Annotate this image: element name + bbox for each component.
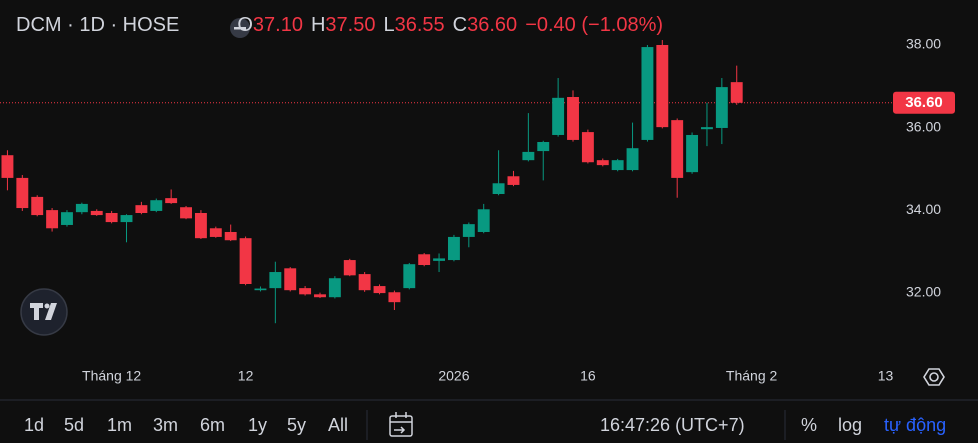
candle-body bbox=[730, 82, 743, 103]
candle-body bbox=[180, 207, 192, 219]
ohlc-label: H bbox=[310, 14, 326, 36]
candle-body bbox=[105, 213, 118, 223]
range-button[interactable]: 1m bbox=[107, 415, 133, 435]
tradingview-logo[interactable] bbox=[20, 288, 68, 336]
candle-body bbox=[328, 278, 341, 298]
candle-body bbox=[507, 176, 520, 185]
candle-body bbox=[686, 134, 699, 173]
candle-body bbox=[16, 177, 29, 209]
range-button[interactable]: All bbox=[328, 415, 349, 435]
change: −0.40 (−1.08%) bbox=[525, 14, 664, 36]
log-toggle[interactable]: log bbox=[838, 415, 863, 435]
candle-body bbox=[150, 200, 163, 211]
toolbar: 16:47:26 (UTC+7) % log tự động 1d 5d 1m 3m 6… bbox=[0, 403, 978, 443]
x-tick-label: Tháng 2 bbox=[726, 368, 778, 384]
candle-body bbox=[165, 198, 178, 204]
candle-body bbox=[671, 120, 684, 178]
ohlc-value: 37.50 bbox=[325, 14, 376, 36]
candle-body bbox=[641, 47, 654, 140]
ohlc-value: 36.60 bbox=[467, 14, 518, 36]
candle-body bbox=[299, 288, 312, 295]
x-tick-label: Tháng 12 bbox=[82, 368, 141, 384]
candle-body bbox=[75, 203, 88, 213]
x-tick-label: 16 bbox=[580, 368, 596, 384]
ohlc-label: L bbox=[383, 14, 395, 36]
candle-body bbox=[611, 160, 624, 171]
candle-body bbox=[492, 183, 505, 195]
range-button[interactable]: 6m bbox=[200, 415, 226, 435]
candle-body bbox=[433, 258, 446, 261]
candle-body bbox=[656, 44, 669, 128]
candle-body bbox=[194, 213, 207, 239]
range-button[interactable]: 3m bbox=[153, 415, 179, 435]
ohlc-label: O bbox=[237, 14, 253, 36]
range-button[interactable]: 5d bbox=[64, 415, 85, 435]
range-button[interactable]: 1d bbox=[24, 415, 45, 435]
candle-body bbox=[701, 127, 713, 130]
x-tick-label: 13 bbox=[878, 368, 894, 384]
candle-body bbox=[239, 238, 252, 284]
range-button[interactable]: 5y bbox=[287, 415, 307, 435]
candle-body bbox=[254, 288, 267, 291]
symbol: DCM · 1D · HOSE bbox=[16, 14, 180, 36]
last-price-box bbox=[893, 91, 955, 114]
x-tick-label: 2026 bbox=[438, 368, 469, 384]
hide-indicator-icon[interactable] bbox=[230, 18, 250, 38]
percent-toggle[interactable]: % bbox=[801, 415, 818, 435]
y-tick-label: 32.00 bbox=[906, 283, 941, 299]
candle-body bbox=[596, 160, 609, 166]
candle-body bbox=[135, 205, 148, 213]
candle-body bbox=[462, 224, 475, 237]
y-tick-label: 36.00 bbox=[906, 118, 941, 134]
x-tick-label: 12 bbox=[238, 368, 254, 384]
candle-body bbox=[537, 142, 550, 152]
candle-body bbox=[477, 209, 490, 232]
candle-body bbox=[120, 215, 133, 223]
candle-body bbox=[715, 87, 728, 128]
range-button[interactable]: 1y bbox=[248, 415, 268, 435]
candle-body bbox=[581, 132, 594, 163]
candle-body bbox=[314, 294, 326, 298]
ohlc-value: 36.55 bbox=[394, 14, 445, 36]
y-tick-label: 38.00 bbox=[906, 36, 941, 52]
candle-body bbox=[388, 292, 401, 303]
candle-body bbox=[373, 286, 386, 294]
candle-body bbox=[61, 212, 73, 225]
candle-body bbox=[567, 97, 579, 140]
candle-body bbox=[403, 264, 416, 289]
settings-icon[interactable] bbox=[923, 368, 945, 386]
candle-body bbox=[626, 148, 639, 171]
last-price-label: 36.60 bbox=[905, 94, 943, 111]
y-tick-label: 34.00 bbox=[906, 201, 941, 217]
candle-body bbox=[224, 231, 237, 241]
ohlc-label: C bbox=[452, 14, 468, 36]
ohlc-value: 37.10 bbox=[252, 14, 303, 36]
legend-header: DCM · 1D · HOSE O 37.10 H 37.50 L 36.55 … bbox=[16, 14, 663, 37]
candle-body bbox=[90, 210, 103, 216]
candle-body bbox=[447, 236, 460, 261]
calendar-icon[interactable] bbox=[389, 412, 413, 437]
candle-body bbox=[522, 151, 535, 161]
candle-body bbox=[269, 272, 282, 289]
candle-body bbox=[284, 268, 297, 291]
auto-toggle[interactable]: tự động bbox=[884, 415, 947, 435]
candle-body bbox=[552, 97, 565, 135]
clock[interactable]: 16:47:26 (UTC+7) bbox=[600, 415, 745, 435]
candle-body bbox=[418, 254, 431, 266]
candle-body bbox=[343, 260, 356, 276]
candle-body bbox=[209, 228, 222, 237]
candle-body bbox=[31, 196, 44, 216]
candle-body bbox=[358, 274, 371, 291]
candle-body bbox=[46, 210, 59, 229]
candle-body bbox=[1, 155, 14, 178]
